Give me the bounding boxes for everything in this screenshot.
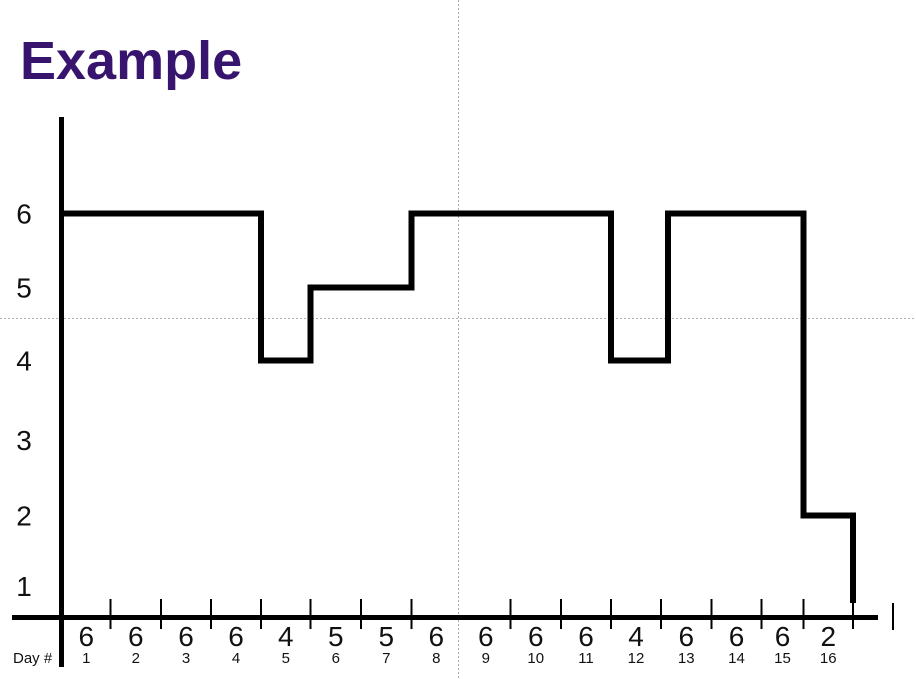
x-axis-tick [160, 599, 162, 629]
x-axis-tick [660, 599, 662, 629]
day-number-label: 11 [578, 650, 594, 667]
day-number-label: 4 [232, 650, 240, 667]
day-number-label: 2 [132, 650, 140, 667]
day-number-label: 5 [282, 650, 290, 667]
day-number-label: 9 [482, 650, 490, 667]
day-value-label: 4 [278, 621, 294, 652]
y-axis-label: 5 [16, 273, 32, 304]
day-number-label: 1 [82, 650, 90, 667]
x-axis-tick [509, 599, 512, 629]
day-value-label: 6 [578, 621, 594, 652]
day-number-label: 16 [820, 650, 837, 667]
day-value-label: 6 [478, 621, 494, 652]
x-axis-caption: Day # [13, 650, 53, 667]
day-number-label: 10 [527, 650, 544, 667]
x-axis-tick [109, 599, 112, 629]
x-axis-tick [852, 599, 854, 629]
day-value-label: 6 [775, 621, 791, 652]
x-axis-tick [760, 599, 763, 629]
slide-title: Example [20, 31, 243, 91]
day-value-label: 5 [328, 621, 344, 652]
day-value-label: 5 [378, 621, 394, 652]
extra-right-tick [892, 603, 894, 630]
day-value-label: 6 [678, 621, 694, 652]
x-axis-tick [710, 599, 713, 629]
day-number-label: 12 [628, 650, 645, 667]
day-number-label: 7 [382, 650, 390, 667]
y-axis-label: 4 [16, 346, 32, 377]
x-axis-tick [309, 599, 312, 629]
x-axis-tick [610, 599, 612, 629]
day-number-label: 3 [182, 650, 190, 667]
day-value-label: 6 [729, 621, 745, 652]
day-value-label: 4 [628, 621, 644, 652]
y-axis-label: 1 [16, 571, 32, 602]
y-axis-line [59, 117, 64, 667]
day-value-label: 6 [528, 621, 544, 652]
x-axis-tick [560, 599, 562, 629]
day-value-label: 6 [178, 621, 194, 652]
day-number-label: 13 [678, 650, 695, 667]
day-value-label: 6 [428, 621, 444, 652]
x-axis-tick [802, 599, 805, 629]
y-axis-label: 2 [16, 501, 32, 532]
y-axis-label: 6 [16, 199, 32, 230]
day-number-label: 8 [432, 650, 440, 667]
x-axis-tick [260, 599, 262, 629]
x-axis-tick [210, 599, 212, 629]
day-value-label: 6 [78, 621, 94, 652]
y-axis-label: 3 [16, 425, 32, 456]
day-value-label: 2 [820, 621, 836, 652]
x-axis-tick [360, 599, 362, 629]
day-value-label: 6 [228, 621, 244, 652]
x-axis-line [12, 615, 878, 620]
day-number-label: 15 [774, 650, 791, 667]
day-number-label: 6 [332, 650, 340, 667]
x-axis-tick [410, 599, 413, 629]
day-number-label: 14 [728, 650, 745, 667]
day-value-label: 6 [128, 621, 144, 652]
